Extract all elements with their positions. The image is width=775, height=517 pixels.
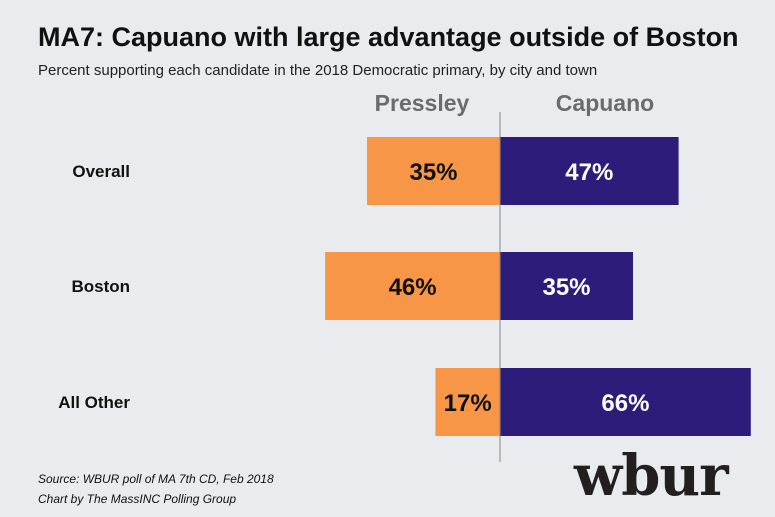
pressley-bar-overall bbox=[367, 137, 500, 205]
capuano-bar-boston bbox=[500, 252, 633, 320]
source-note: Source: WBUR poll of MA 7th CD, Feb 2018 bbox=[38, 472, 274, 486]
capuano-value-overall: 47% bbox=[565, 159, 613, 186]
pressley-value-boston: 46% bbox=[389, 274, 437, 301]
chart-title: MA7: Capuano with large advantage outsid… bbox=[38, 22, 739, 52]
pressley-value-all-other: 17% bbox=[444, 390, 492, 417]
capuano-bar-all-other bbox=[500, 368, 751, 436]
pressley-bar-boston bbox=[325, 252, 500, 320]
credit-note: Chart by The MassINC Polling Group bbox=[38, 492, 237, 506]
pressley-bar-all-other bbox=[435, 368, 500, 436]
category-label-all-other: All Other bbox=[58, 393, 130, 412]
wbur-logo: wbur bbox=[574, 443, 729, 509]
capuano-value-all-other: 66% bbox=[601, 390, 649, 417]
pressley-header: Pressley bbox=[374, 90, 470, 116]
chart-subtitle: Percent supporting each candidate in the… bbox=[38, 62, 598, 79]
capuano-value-boston: 35% bbox=[542, 274, 590, 301]
capuano-bar-overall bbox=[500, 137, 679, 205]
pressley-value-overall: 35% bbox=[409, 159, 457, 186]
category-label-overall: Overall bbox=[72, 162, 130, 181]
capuano-header: Capuano bbox=[555, 90, 655, 116]
category-label-boston: Boston bbox=[71, 277, 130, 296]
